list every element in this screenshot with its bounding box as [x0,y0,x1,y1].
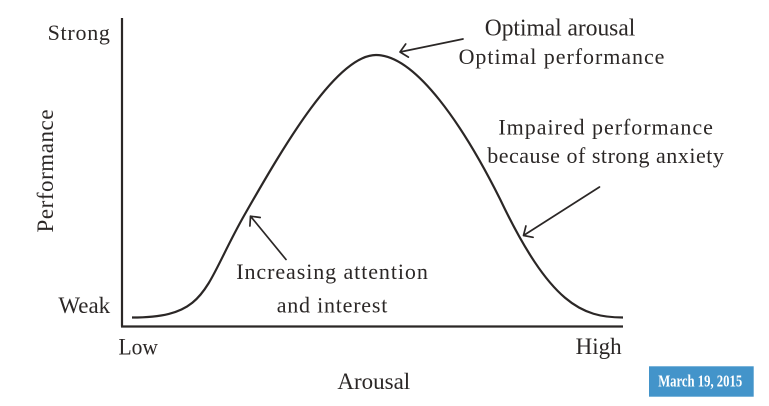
svg-text:Impaired performance: Impaired performance [498,114,713,139]
svg-text:Arousal: Arousal [337,369,410,394]
svg-text:because of strong anxiety: because of strong anxiety [487,143,724,168]
svg-text:Weak: Weak [58,293,110,318]
svg-text:March 19, 2015: March 19, 2015 [658,372,742,391]
svg-text:Performance: Performance [33,109,58,233]
svg-text:High: High [576,334,623,359]
svg-text:Increasing attention: Increasing attention [236,259,429,284]
svg-text:Strong: Strong [48,20,111,45]
svg-text:Low: Low [119,335,159,360]
svg-text:and interest: and interest [277,293,388,318]
svg-text:Optimal arousal: Optimal arousal [485,14,636,41]
svg-text:Optimal performance: Optimal performance [459,44,666,69]
